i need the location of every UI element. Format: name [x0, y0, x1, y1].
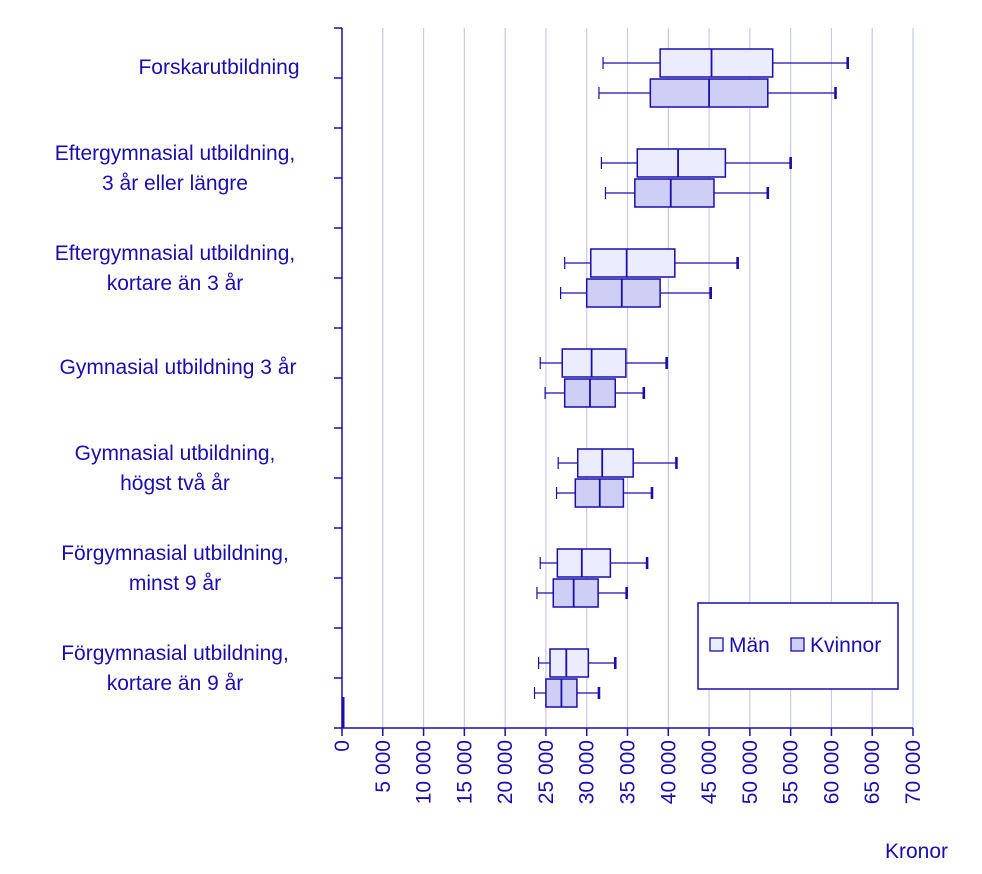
category-label-line: Gymnasial utbildning, — [75, 442, 276, 465]
axes — [334, 27, 914, 736]
x-tick-label-25000: 25 000 — [535, 740, 558, 804]
box-men-4 — [557, 448, 678, 478]
box-men-0 — [602, 48, 850, 78]
iqr-box — [561, 348, 627, 378]
iqr-box — [636, 148, 727, 178]
iqr-box — [556, 548, 612, 578]
iqr-box — [590, 248, 676, 278]
category-label-0: Forskarutbildning — [138, 56, 299, 79]
category-label-1: Eftergymnasial utbildning, 3 år eller län… — [55, 142, 295, 195]
category-label-line: Eftergymnasial utbildning, — [55, 242, 295, 265]
iqr-box — [549, 648, 590, 678]
category-label-6: Förgymnasial utbildning, kortare än 9 år — [61, 642, 289, 695]
box-women-0 — [598, 78, 837, 108]
x-tick-label-15000: 15 000 — [453, 740, 476, 804]
category-label-line: kortare än 9 år — [107, 672, 244, 695]
box-men-1 — [600, 148, 792, 178]
box-men-6 — [537, 648, 617, 678]
x-tick-label-40000: 40 000 — [657, 740, 680, 804]
iqr-box — [634, 178, 715, 208]
legend-swatch-women — [790, 637, 805, 652]
box-women-1 — [604, 178, 770, 208]
x-tick-label-50000: 50 000 — [739, 740, 762, 804]
x-tick-label-30000: 30 000 — [576, 740, 599, 804]
boxes — [533, 48, 850, 708]
category-label-line: Eftergymnasial utbildning, — [55, 142, 295, 165]
category-label-line: minst 9 år — [129, 572, 221, 595]
x-tick-label-55000: 55 000 — [780, 740, 803, 804]
legend-swatch-men — [709, 637, 724, 652]
category-label-line: kortare än 3 år — [107, 272, 244, 295]
category-label-line: Förgymnasial utbildning, — [61, 642, 289, 665]
x-tick-label-35000: 35 000 — [617, 740, 640, 804]
category-label-2: Eftergymnasial utbildning, kortare än 3 å… — [55, 242, 295, 295]
iqr-box — [576, 448, 634, 478]
box-women-4 — [555, 478, 654, 508]
category-label-line: Förgymnasial utbildning, — [61, 542, 289, 565]
x-tick-label-70000: 70 000 — [902, 740, 925, 804]
category-label-4: Gymnasial utbildning, högst två år — [75, 442, 276, 495]
x-tick-label-20000: 20 000 — [494, 740, 517, 804]
legend-label-women: Kvinnor — [810, 634, 881, 657]
iqr-box — [659, 48, 774, 78]
category-label-line: 3 år eller längre — [102, 172, 248, 195]
x-axis-label: Kronor — [885, 840, 948, 863]
category-labels: Forskarutbildning Eftergymnasial utbildni… — [55, 56, 300, 695]
box-women-6 — [533, 678, 601, 708]
box-men-2 — [564, 248, 739, 278]
x-tick-label-45000: 45 000 — [698, 740, 721, 804]
category-label-line: Gymnasial utbildning 3 år — [60, 356, 297, 379]
box-men-3 — [539, 348, 668, 378]
box-women-2 — [560, 278, 713, 308]
x-tick-labels: 0 5 000 10 000 15 000 20 000 25 000 30 000 35 0… — [331, 740, 925, 804]
box-men-5 — [539, 548, 649, 578]
legend: Män Kvinnor — [697, 602, 899, 690]
legend-label-men: Män — [729, 634, 770, 657]
iqr-box — [552, 578, 599, 608]
category-label-line: högst två år — [120, 472, 230, 495]
x-tick-label-0: 0 — [331, 740, 354, 752]
box-women-3 — [544, 378, 646, 408]
iqr-box — [585, 278, 661, 308]
category-label-line: Forskarutbildning — [138, 56, 299, 79]
category-label-3: Gymnasial utbildning 3 år — [60, 356, 297, 379]
x-tick-label-5000: 5 000 — [372, 740, 395, 793]
x-tick-label-10000: 10 000 — [413, 740, 436, 804]
category-label-5: Förgymnasial utbildning, minst 9 år — [61, 542, 289, 595]
box-women-5 — [536, 578, 628, 608]
x-tick-label-60000: 60 000 — [820, 740, 843, 804]
x-tick-label-65000: 65 000 — [861, 740, 884, 804]
